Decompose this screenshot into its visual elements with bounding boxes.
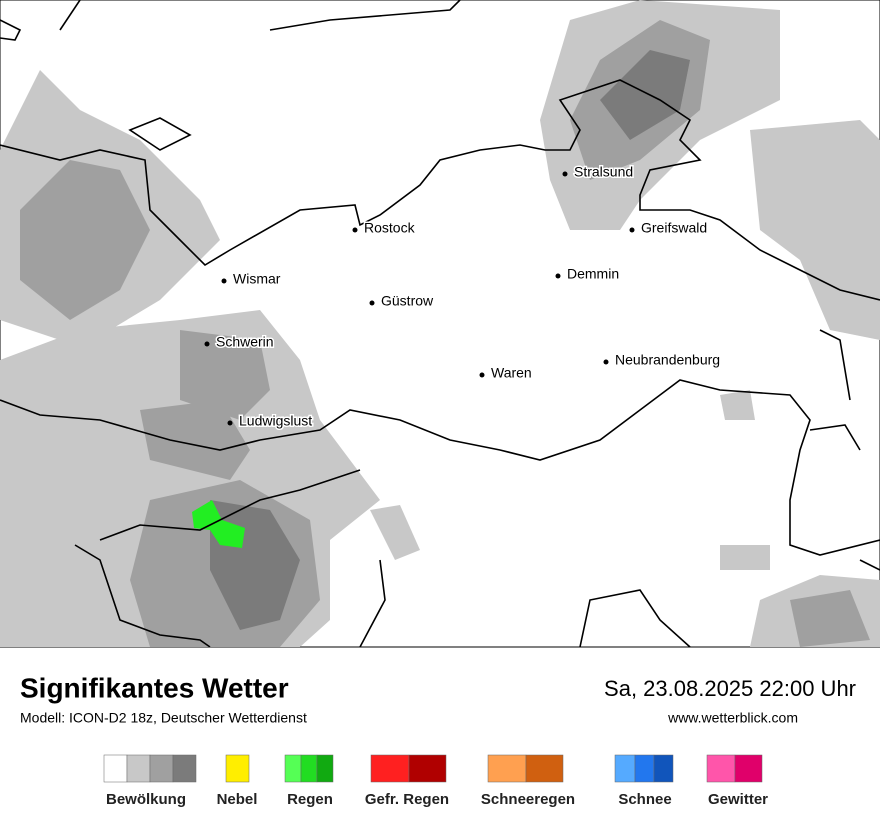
legend-labels: Bewölkung Nebel Regen Gefr. Regen Schneerege… [106,791,768,808]
clouds [0,0,880,647]
subtitle: Modell: ICON-D2 18z, Deutscher Wetterdie… [20,710,307,726]
legend-label: Schneeregen [481,791,575,808]
city-dot [629,227,635,233]
legend-label: Gefr. Regen [365,791,449,808]
legend-swatches [103,754,763,783]
title: Signifikantes Wetter [20,672,289,703]
city-dot [479,372,485,378]
city-dot [555,273,561,279]
city-label: Güstrow [381,293,434,309]
city-label: Demmin [567,266,619,282]
city-dot [562,171,568,177]
city-label: Rostock [364,220,416,236]
legend-label: Bewölkung [106,791,186,808]
city-dot [352,227,358,233]
legend-label: Gewitter [708,791,768,808]
city-label: Wismar [233,271,281,287]
datetime: Sa, 23.08.2025 22:00 Uhr [604,676,856,701]
city-label: Ludwigslust [239,413,312,429]
legend-label: Regen [287,791,333,808]
legend-label: Nebel [217,791,258,808]
city-label: Neubrandenburg [615,352,720,368]
city-label: Schwerin [216,334,274,350]
city-dot [221,278,227,284]
cities: Stralsund Rostock Greifswald Wismar Demmin Gü… [204,162,722,430]
city-dot [369,300,375,306]
city-label: Waren [491,365,532,381]
coastlines [0,0,880,648]
city-dot [204,341,210,347]
city-dot [227,420,233,426]
website: www.wetterblick.com [667,710,798,726]
city-label: Stralsund [574,164,633,180]
legend-label: Schnee [618,791,671,808]
city-label: Greifswald [641,220,707,236]
city-dot [603,359,609,365]
